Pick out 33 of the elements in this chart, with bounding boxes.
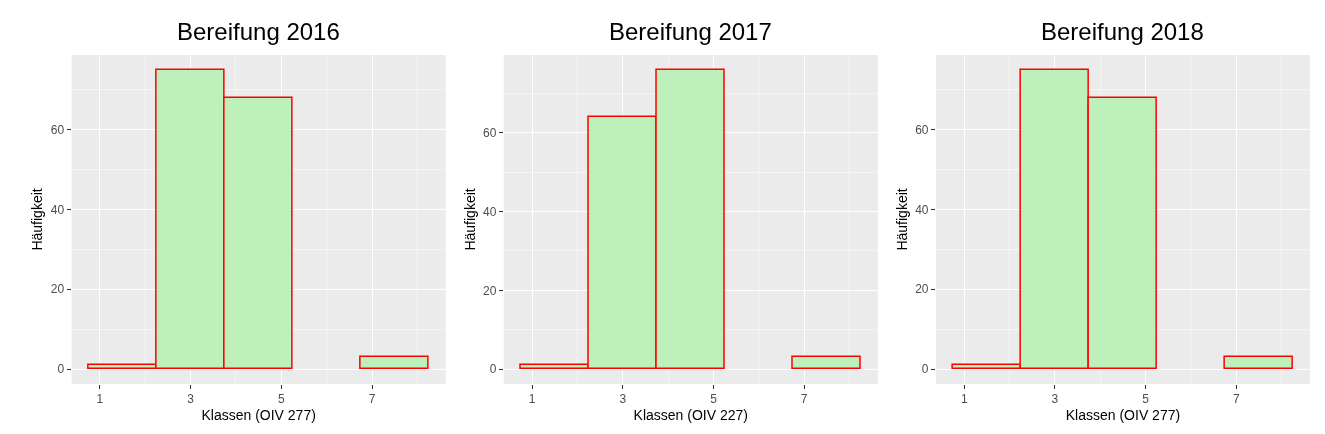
x-tick-label: 5 bbox=[710, 392, 718, 407]
x-tick-label: 1 bbox=[960, 392, 968, 407]
y-tick-label: 0 bbox=[57, 362, 65, 377]
x-axis-title: Klassen (OIV 277) bbox=[201, 406, 316, 423]
x-tick-label: 3 bbox=[619, 392, 627, 407]
y-tick-label: 40 bbox=[482, 204, 497, 219]
x-tick-label: 7 bbox=[1232, 392, 1240, 407]
chart-title: Bereifung 2017 bbox=[609, 18, 772, 45]
x-axis-title: Klassen (OIV 227) bbox=[633, 406, 748, 423]
x-tick-label: 3 bbox=[1051, 392, 1059, 407]
x-tick-label: 5 bbox=[1142, 392, 1150, 407]
y-tick-label: 60 bbox=[915, 122, 929, 137]
chart-title: Bereifung 2016 bbox=[177, 18, 340, 45]
y-tick-label: 0 bbox=[921, 362, 929, 377]
y-tick-label: 40 bbox=[50, 202, 65, 217]
chart-title: Bereifung 2018 bbox=[1041, 18, 1204, 45]
y-axis-title: Häufigkeit bbox=[461, 188, 478, 251]
x-tick-label: 7 bbox=[800, 392, 808, 407]
y-tick-label: 0 bbox=[489, 362, 497, 377]
y-tick-label: 20 bbox=[915, 282, 929, 297]
x-tick-label: 1 bbox=[528, 392, 536, 407]
y-tick-label: 60 bbox=[482, 126, 497, 141]
y-tick-label: 20 bbox=[50, 282, 65, 297]
y-axis-title: Häufigkeit bbox=[29, 188, 46, 251]
x-tick-label: 3 bbox=[187, 392, 195, 407]
x-axis-title: Klassen (OIV 277) bbox=[1065, 406, 1181, 423]
y-tick-label: 60 bbox=[50, 122, 65, 137]
y-tick-label: 20 bbox=[482, 283, 497, 298]
x-tick-label: 7 bbox=[368, 392, 376, 407]
y-axis-title: Häufigkeit bbox=[893, 188, 910, 251]
x-tick-label: 5 bbox=[277, 392, 285, 407]
y-tick-label: 40 bbox=[915, 202, 929, 217]
x-tick-label: 1 bbox=[96, 392, 104, 407]
